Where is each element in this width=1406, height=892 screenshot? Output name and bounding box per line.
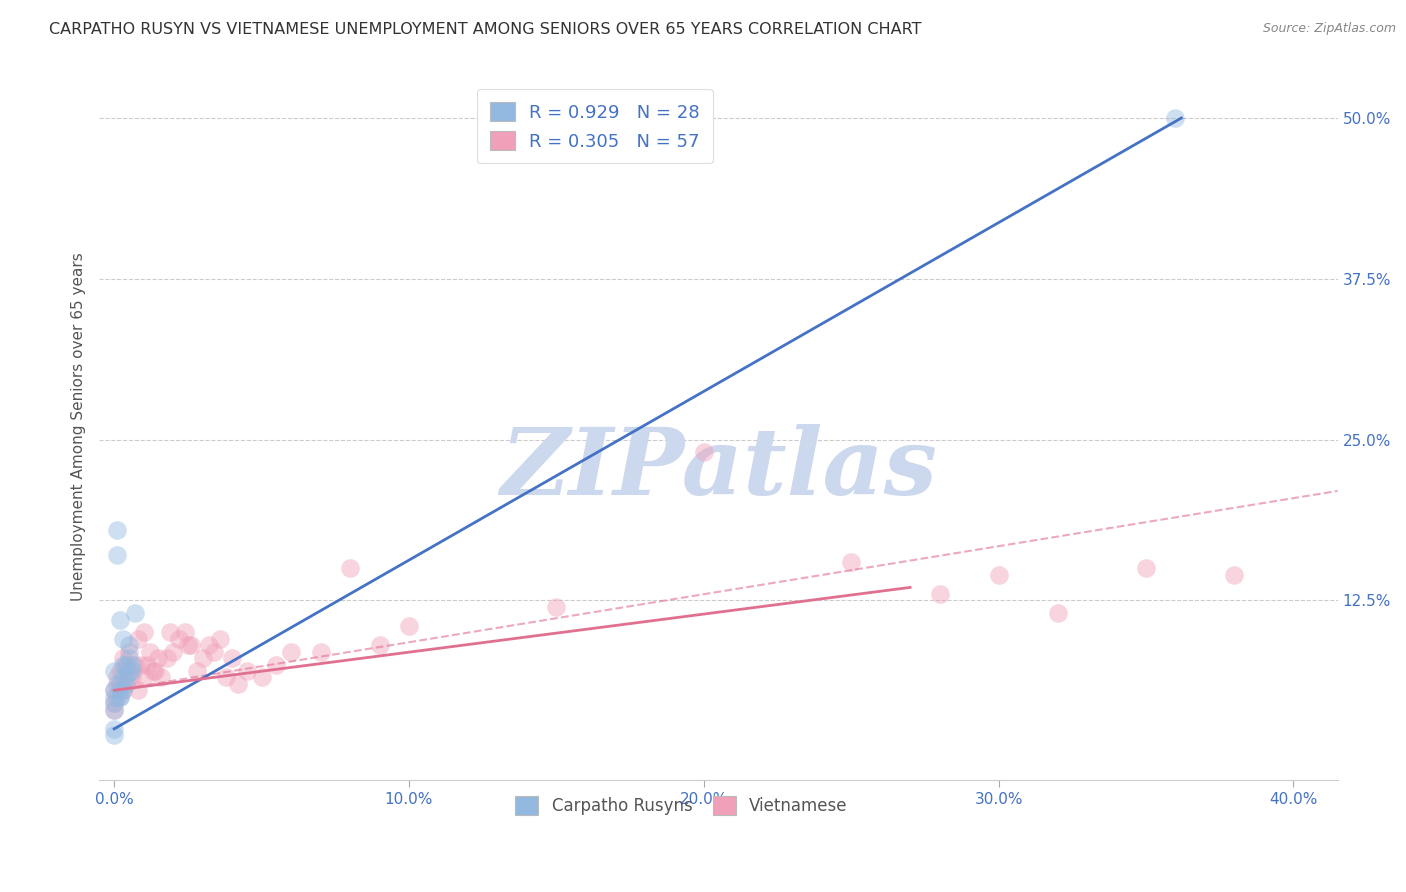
Point [280,645,302,659]
Point [121,664,143,678]
Point [103,683,125,698]
Point [108,690,131,704]
Point [1223,567,1246,582]
Point [115,677,138,691]
Point [1046,606,1069,620]
Point [159,625,181,640]
Point [398,619,420,633]
Point [108,677,131,691]
Point [141,664,163,678]
Point [266,657,288,672]
Point [103,664,125,678]
Point [108,690,131,704]
Point [138,645,160,659]
Point [115,657,138,672]
Point [108,613,131,627]
Point [368,638,391,652]
Point [121,657,143,672]
Point [226,677,249,691]
Y-axis label: Unemployment Among Seniors over 65 years: Unemployment Among Seniors over 65 years [72,252,86,601]
Point [197,638,219,652]
Point [987,567,1010,582]
Point [103,696,125,710]
Point [124,657,146,672]
Point [115,670,138,684]
Point [309,645,332,659]
Text: ZIPatlas: ZIPatlas [501,424,936,514]
Point [1135,561,1157,575]
Point [186,664,208,678]
Point [215,670,238,684]
Point [546,599,568,614]
Point [108,683,131,698]
Text: Source: ZipAtlas.com: Source: ZipAtlas.com [1263,22,1396,36]
Point [202,645,225,659]
Point [115,677,138,691]
Point [103,702,125,716]
Legend: Carpatho Rusyns, Vietnamese: Carpatho Rusyns, Vietnamese [505,787,858,825]
Point [1164,111,1187,125]
Point [115,657,138,672]
Point [105,548,128,562]
Point [167,632,190,646]
Point [191,651,214,665]
Point [111,657,134,672]
Point [928,587,950,601]
Point [127,683,149,698]
Point [111,670,134,684]
Point [103,690,125,704]
Point [145,664,167,678]
Point [174,625,197,640]
Point [132,625,155,640]
Point [839,555,862,569]
Point [124,606,146,620]
Point [103,696,125,710]
Point [118,645,141,659]
Point [150,670,173,684]
Point [156,651,179,665]
Point [129,657,152,672]
Point [180,638,202,652]
Point [162,645,184,659]
Point [105,523,128,537]
Point [177,638,200,652]
Point [111,683,134,698]
Point [339,561,361,575]
Point [118,664,141,678]
Text: CARPATHO RUSYN VS VIETNAMESE UNEMPLOYMENT AMONG SENIORS OVER 65 YEARS CORRELATIO: CARPATHO RUSYN VS VIETNAMESE UNEMPLOYMEN… [49,22,922,37]
Point [103,728,125,742]
Point [221,651,243,665]
Point [111,683,134,698]
Point [105,690,128,704]
Point [148,651,170,665]
Point [118,651,141,665]
Point [111,632,134,646]
Point [132,670,155,684]
Point [103,702,125,716]
Point [127,632,149,646]
Point [118,638,141,652]
Point [103,722,125,736]
Point [118,670,141,684]
Point [250,670,273,684]
Point [135,657,157,672]
Point [111,651,134,665]
Point [121,670,143,684]
Point [105,670,128,684]
Point [693,445,716,459]
Point [105,677,128,691]
Point [209,632,232,646]
Point [103,683,125,698]
Point [108,664,131,678]
Point [236,664,259,678]
